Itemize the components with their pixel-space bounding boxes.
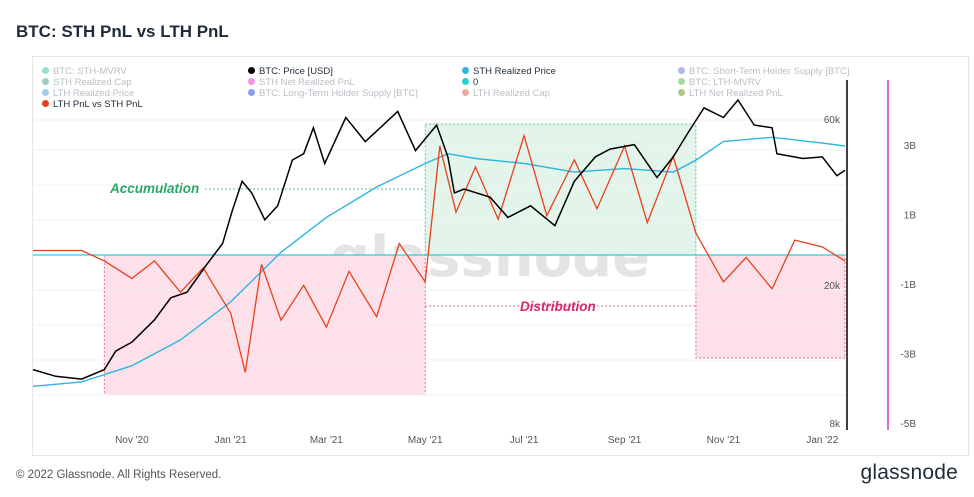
copyright-footer: © 2022 Glassnode. All Rights Reserved. xyxy=(16,469,222,481)
x-tick-label: Nov '21 xyxy=(707,435,741,446)
series-layer xyxy=(32,98,846,387)
legend-swatch-icon xyxy=(462,89,469,96)
legend-item[interactable]: STH Net Realized PnL xyxy=(248,77,355,88)
legend-swatch-icon xyxy=(248,78,255,85)
legend-swatch-icon xyxy=(42,89,49,96)
legend-item[interactable]: STH Realized Cap xyxy=(42,77,132,88)
legend-item[interactable]: STH Realized Price xyxy=(462,66,556,77)
region-distribution xyxy=(695,254,846,359)
price-tick-label: 8k xyxy=(829,419,841,430)
legend-swatch-icon xyxy=(42,78,49,85)
accumulation-annotation: Accumulation xyxy=(110,181,200,196)
pnl-tick-label: -1B xyxy=(900,280,916,291)
legend-item[interactable]: 0 xyxy=(462,77,478,88)
pnl-tick-label: -3B xyxy=(900,350,916,361)
pnl-tick-label: 3B xyxy=(904,141,917,152)
x-tick-label: May '21 xyxy=(408,435,443,446)
legend-swatch-icon xyxy=(42,67,49,74)
legend-item[interactable]: LTH PnL vs STH PnL xyxy=(42,99,143,110)
distribution-annotation: Distribution xyxy=(520,299,596,314)
legend-label: BTC: Long-Term Holder Supply [BTC] xyxy=(259,88,418,99)
legend-label: STH Realized Cap xyxy=(53,77,132,88)
legend-label: LTH Realized Price xyxy=(53,88,135,99)
price-tick-label: 20k xyxy=(824,281,841,292)
legend-label: BTC: STH-MVRV xyxy=(53,66,127,77)
legend-swatch-icon xyxy=(248,67,255,74)
sth-realized-price-line xyxy=(32,136,846,387)
legend-swatch-icon xyxy=(462,78,469,85)
legend-item[interactable]: BTC: STH-MVRV xyxy=(42,66,127,77)
legend-item[interactable]: LTH Net Realized PnL xyxy=(678,88,783,99)
chart-title: BTC: STH PnL vs LTH PnL xyxy=(16,22,229,41)
legend-item[interactable]: BTC: LTH-MVRV xyxy=(678,77,761,88)
price-tick-label: 60k xyxy=(824,115,841,126)
legend-label: STH Net Realized PnL xyxy=(259,77,355,88)
pnl-tick-label: 1B xyxy=(904,211,917,222)
legend-label: BTC: LTH-MVRV xyxy=(689,77,761,88)
pnl-tick-label: -5B xyxy=(900,419,916,430)
axes-layer: 60k 20k 8k 3B 1B -1B -3B -5B Nov '20 Jan '21 Mar '… xyxy=(115,80,916,446)
x-tick-label: Jan '21 xyxy=(215,435,247,446)
region-accumulation xyxy=(424,123,697,256)
x-tick-label: Sep '21 xyxy=(608,435,642,446)
legend-swatch-icon xyxy=(678,89,685,96)
legend-swatch-icon xyxy=(42,100,49,107)
brand-logo: glassnode xyxy=(860,461,958,484)
legend-swatch-icon xyxy=(462,67,469,74)
legend-label: 0 xyxy=(473,77,479,88)
legend-swatch-icon xyxy=(678,67,685,74)
legend-label: STH Realized Price xyxy=(473,66,556,77)
legend-label: BTC: Price [USD] xyxy=(259,66,333,77)
legend-swatch-icon xyxy=(678,78,685,85)
legend-item[interactable]: BTC: Long-Term Holder Supply [BTC] xyxy=(248,88,418,99)
legend-label: LTH Net Realized PnL xyxy=(689,88,783,99)
legend-label: LTH PnL vs STH PnL xyxy=(53,99,143,110)
x-tick-label: Nov '20 xyxy=(115,435,149,446)
x-tick-label: Jul '21 xyxy=(510,435,539,446)
lth-vs-sth-pnl-line xyxy=(33,133,846,373)
legend-item[interactable]: BTC: Short-Term Holder Supply [BTC] xyxy=(678,66,850,77)
legend-label: LTH Realized Cap xyxy=(473,88,550,99)
legend-item[interactable]: LTH Realized Price xyxy=(42,88,134,99)
legend-item[interactable]: BTC: Price [USD] xyxy=(248,66,333,77)
btc-price-line xyxy=(32,98,846,380)
legend-item[interactable]: LTH Realized Cap xyxy=(462,88,550,99)
x-tick-label: Jan '22 xyxy=(806,435,838,446)
x-tick-label: Mar '21 xyxy=(310,435,343,446)
legend-label: BTC: Short-Term Holder Supply [BTC] xyxy=(689,66,850,77)
legend-swatch-icon xyxy=(248,89,255,96)
